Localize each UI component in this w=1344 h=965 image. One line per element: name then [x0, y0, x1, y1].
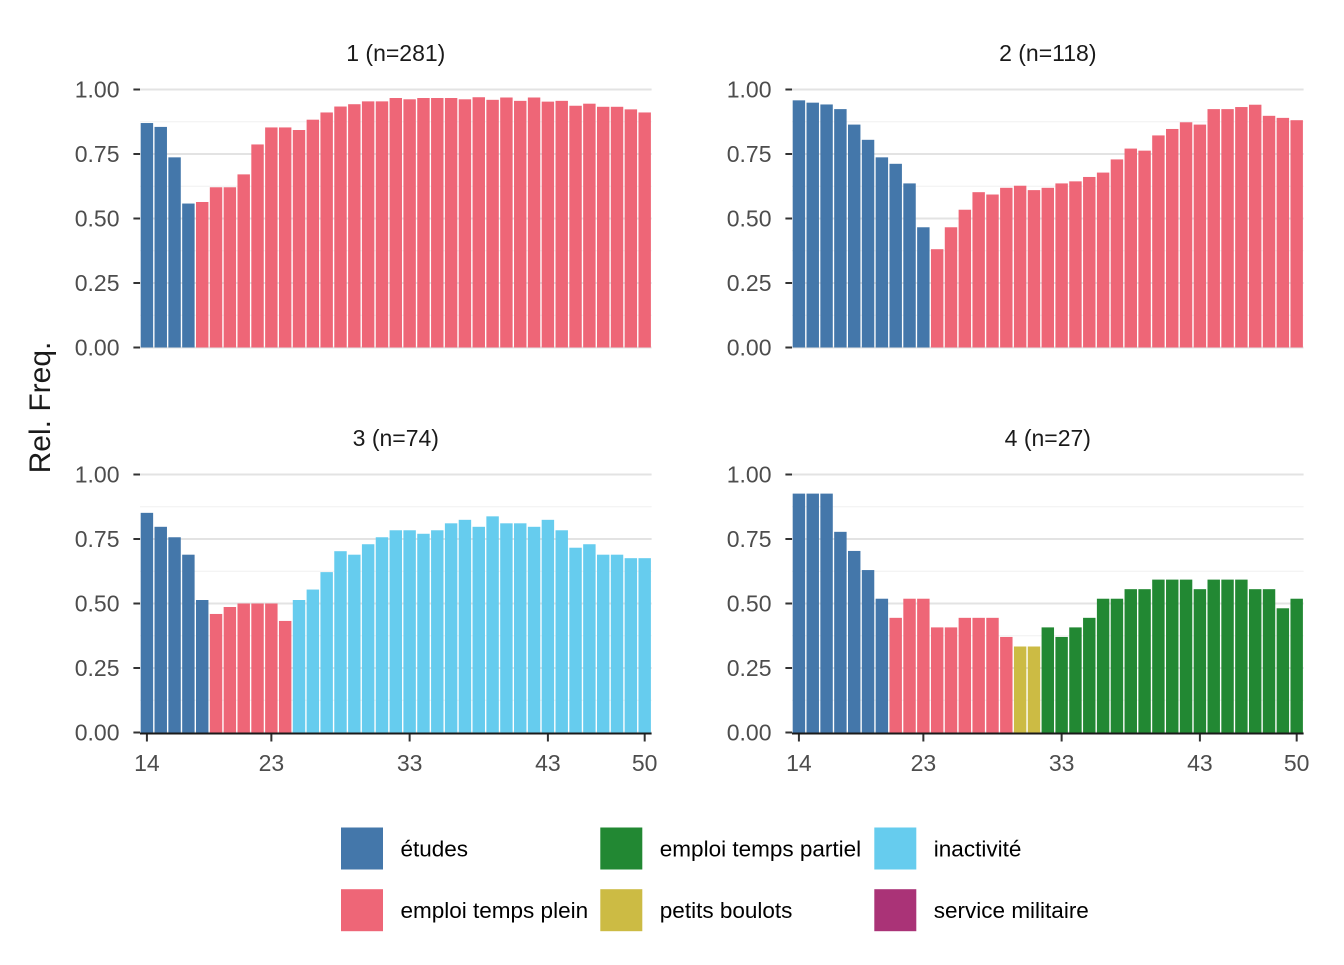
svg-text:0.00: 0.00: [75, 335, 120, 361]
svg-text:23: 23: [259, 750, 285, 776]
svg-text:emploi temps partiel: emploi temps partiel: [660, 837, 861, 862]
svg-text:1.00: 1.00: [727, 462, 772, 488]
svg-text:0.50: 0.50: [727, 591, 772, 617]
svg-text:50: 50: [1284, 750, 1310, 776]
svg-text:1.00: 1.00: [75, 462, 120, 488]
svg-text:0.00: 0.00: [727, 335, 772, 361]
svg-text:études: études: [401, 837, 469, 862]
svg-text:0.00: 0.00: [727, 720, 772, 746]
svg-text:0.25: 0.25: [727, 270, 772, 296]
svg-text:4 (n=27): 4 (n=27): [1005, 425, 1091, 451]
svg-text:0.50: 0.50: [75, 591, 120, 617]
svg-text:1 (n=281): 1 (n=281): [346, 40, 445, 66]
svg-text:0.75: 0.75: [75, 526, 120, 552]
svg-text:14: 14: [786, 750, 812, 776]
svg-text:service militaire: service militaire: [934, 898, 1089, 923]
svg-text:0.25: 0.25: [75, 655, 120, 681]
svg-text:0.75: 0.75: [75, 141, 120, 167]
svg-text:emploi temps plein: emploi temps plein: [401, 898, 589, 923]
svg-text:petits boulots: petits boulots: [660, 898, 793, 923]
svg-text:14: 14: [134, 750, 160, 776]
svg-text:1.00: 1.00: [75, 77, 120, 103]
svg-text:33: 33: [1049, 750, 1075, 776]
svg-text:43: 43: [535, 750, 561, 776]
svg-text:1.00: 1.00: [727, 77, 772, 103]
svg-text:0.75: 0.75: [727, 526, 772, 552]
svg-text:0.25: 0.25: [727, 655, 772, 681]
svg-text:33: 33: [397, 750, 423, 776]
svg-text:50: 50: [632, 750, 658, 776]
svg-text:23: 23: [911, 750, 937, 776]
svg-text:Rel. Freq.: Rel. Freq.: [24, 342, 57, 474]
svg-text:0.25: 0.25: [75, 270, 120, 296]
svg-text:inactivité: inactivité: [934, 837, 1022, 862]
svg-text:0.50: 0.50: [75, 206, 120, 232]
svg-text:0.50: 0.50: [727, 206, 772, 232]
svg-text:43: 43: [1187, 750, 1213, 776]
svg-text:2 (n=118): 2 (n=118): [999, 40, 1096, 66]
svg-text:0.75: 0.75: [727, 141, 772, 167]
svg-text:0.00: 0.00: [75, 720, 120, 746]
svg-text:3 (n=74): 3 (n=74): [353, 425, 439, 451]
